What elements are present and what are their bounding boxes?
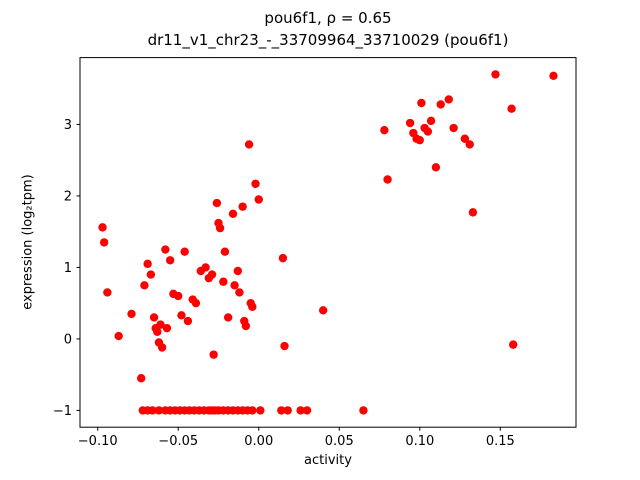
data-point bbox=[153, 327, 162, 336]
data-point bbox=[460, 134, 470, 143]
data-point bbox=[233, 266, 243, 276]
data-point bbox=[549, 71, 558, 81]
x-tick-label: 0.15 bbox=[486, 434, 515, 449]
data-point bbox=[228, 209, 238, 219]
data-point bbox=[230, 281, 239, 290]
data-point bbox=[508, 340, 518, 349]
data-point bbox=[220, 247, 230, 256]
x-tick-label: 0.10 bbox=[405, 434, 434, 449]
data-point bbox=[468, 208, 478, 217]
data-point bbox=[136, 374, 146, 383]
x-tick-label: 0.05 bbox=[325, 434, 354, 449]
y-tick-label: 2 bbox=[64, 189, 72, 204]
data-point bbox=[207, 270, 217, 279]
data-point bbox=[426, 116, 436, 126]
plot-border bbox=[79, 57, 577, 428]
data-point bbox=[277, 406, 286, 415]
x-tick-label: −0.05 bbox=[158, 434, 198, 449]
data-point bbox=[244, 140, 254, 149]
data-point bbox=[201, 263, 210, 272]
data-points bbox=[98, 70, 558, 415]
y-tick-label: 0 bbox=[64, 332, 72, 347]
data-point bbox=[223, 313, 233, 322]
data-point bbox=[212, 198, 222, 208]
data-point bbox=[174, 291, 183, 301]
data-point bbox=[431, 163, 441, 172]
data-point bbox=[209, 350, 218, 359]
data-point bbox=[318, 306, 328, 315]
data-point bbox=[256, 406, 265, 415]
data-point bbox=[165, 256, 175, 265]
data-point bbox=[383, 175, 392, 184]
data-point bbox=[177, 311, 186, 320]
data-point bbox=[157, 343, 167, 352]
x-tick-label: 0.00 bbox=[244, 434, 273, 449]
data-point bbox=[149, 313, 159, 322]
data-point bbox=[444, 95, 453, 104]
data-point bbox=[103, 288, 112, 297]
data-point bbox=[235, 288, 244, 297]
data-point bbox=[417, 98, 426, 108]
data-point bbox=[296, 406, 305, 415]
data-point bbox=[146, 270, 156, 279]
data-point bbox=[143, 259, 152, 269]
data-point bbox=[215, 223, 225, 233]
data-point bbox=[491, 70, 500, 79]
data-point bbox=[140, 281, 149, 290]
data-point bbox=[241, 321, 251, 331]
data-point bbox=[302, 406, 312, 415]
data-point bbox=[162, 323, 172, 333]
y-axis-label: expression (log₂tpm) bbox=[20, 174, 36, 310]
data-point bbox=[436, 100, 445, 109]
data-point bbox=[99, 238, 109, 247]
y-tick-label: −1 bbox=[53, 404, 72, 419]
data-point bbox=[278, 253, 288, 263]
chart-subtitle: dr11_v1_chr23_-_33709964_33710029 (pou6f… bbox=[147, 31, 509, 49]
data-point bbox=[154, 406, 164, 415]
data-point bbox=[465, 140, 474, 149]
y-tick-label: 1 bbox=[64, 261, 72, 276]
y-tick-label: 3 bbox=[64, 118, 72, 133]
data-point bbox=[191, 298, 201, 308]
data-point bbox=[161, 245, 170, 254]
data-point bbox=[415, 135, 424, 145]
data-point bbox=[127, 309, 136, 319]
x-axis-ticks: −0.10 −0.05 0.00 0.05 0.10 0.15 bbox=[78, 427, 515, 449]
data-point bbox=[114, 331, 123, 341]
data-point bbox=[283, 406, 292, 415]
data-point bbox=[449, 123, 458, 133]
data-point bbox=[254, 195, 263, 204]
data-point bbox=[219, 277, 228, 286]
data-point bbox=[507, 104, 516, 113]
data-point bbox=[98, 223, 107, 232]
data-point bbox=[156, 320, 165, 329]
data-point bbox=[238, 202, 247, 211]
y-axis-ticks: −1 0 1 2 3 bbox=[53, 118, 80, 419]
data-point bbox=[359, 406, 368, 415]
data-point bbox=[423, 127, 433, 136]
chart-title-block: pou6f1, ρ = 0.65 dr11_v1_chr23_-_3370996… bbox=[80, 7, 576, 51]
data-point bbox=[380, 125, 389, 135]
data-point bbox=[180, 247, 189, 256]
data-point bbox=[280, 341, 289, 351]
data-point bbox=[248, 302, 257, 311]
data-point bbox=[248, 406, 257, 415]
x-axis-label: activity bbox=[304, 453, 352, 468]
data-point bbox=[183, 316, 193, 326]
chart-title: pou6f1, ρ = 0.65 bbox=[264, 9, 392, 27]
data-point bbox=[405, 118, 415, 128]
data-point bbox=[148, 406, 157, 415]
data-point bbox=[251, 179, 260, 188]
x-tick-label: −0.10 bbox=[78, 434, 118, 449]
